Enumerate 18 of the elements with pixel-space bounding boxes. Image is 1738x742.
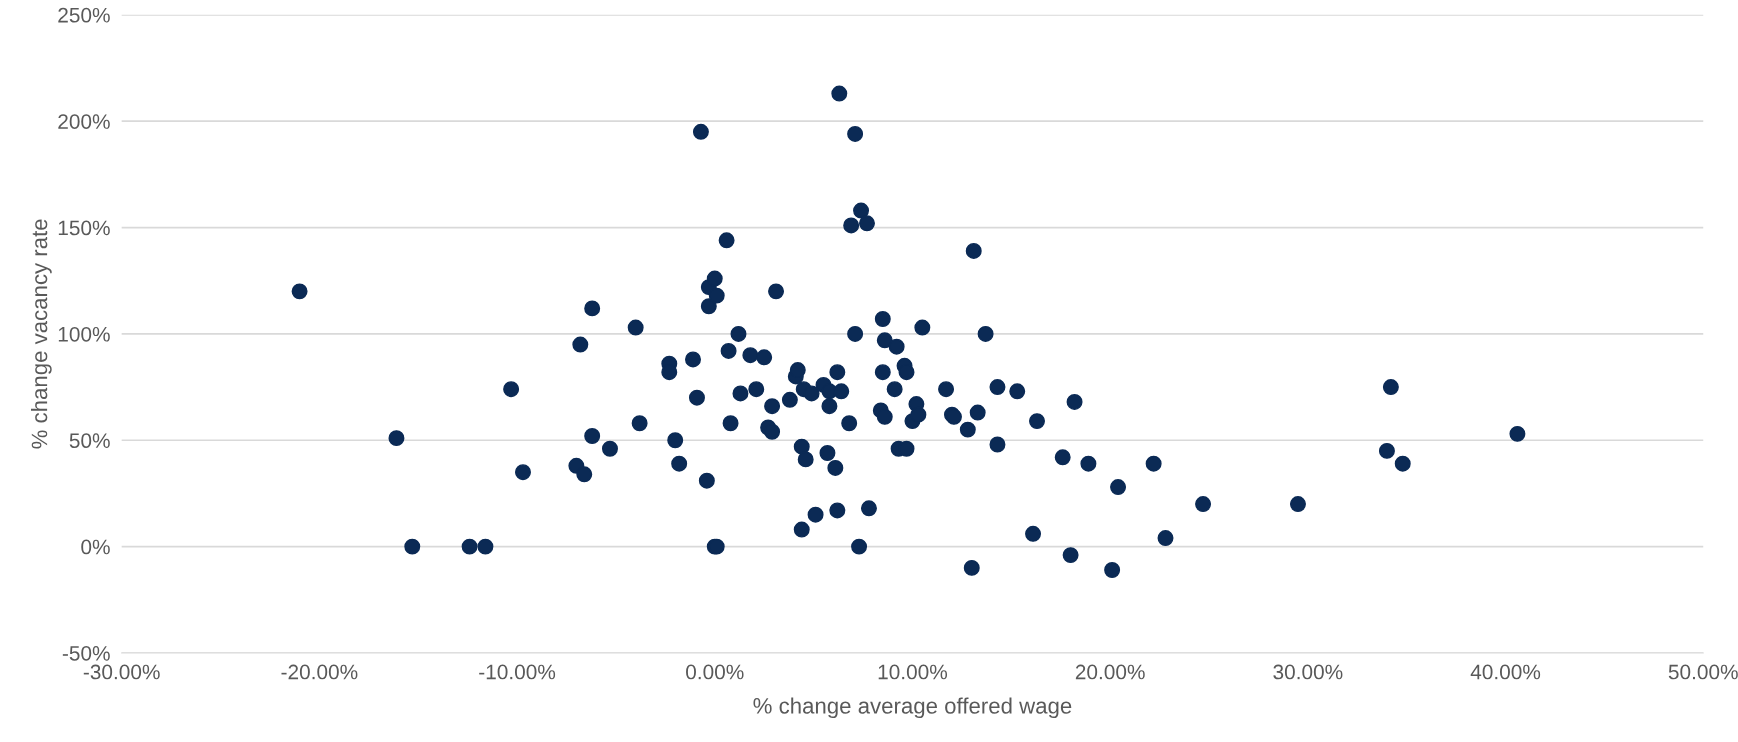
x-tick-label: 10.00% [878,664,948,680]
y-tick-label: -50% [62,645,110,661]
x-tick-label: 0.00% [686,664,744,680]
x-tick-label: -30.00% [83,664,160,680]
y-tick-label: 200% [58,114,110,129]
x-tick-label: 30.00% [1273,664,1343,680]
x-tick-label: 20.00% [1075,664,1145,680]
y-tick-label: 100% [58,326,110,342]
x-tick-label: -20.00% [281,664,358,680]
y-tick-label: 150% [58,220,110,236]
y-tick-label: 50% [69,433,110,449]
y-tick-label: 0% [81,539,110,555]
y-axis-title: % change vacancy rate [31,219,52,449]
x-tick-label: 50.00% [1668,664,1738,680]
y-tick-label: 250% [58,7,110,23]
x-axis-title: % change average offered wage [753,697,1072,719]
x-tick-label: -10.00% [479,664,556,680]
x-tick-label: 40.00% [1470,664,1541,680]
